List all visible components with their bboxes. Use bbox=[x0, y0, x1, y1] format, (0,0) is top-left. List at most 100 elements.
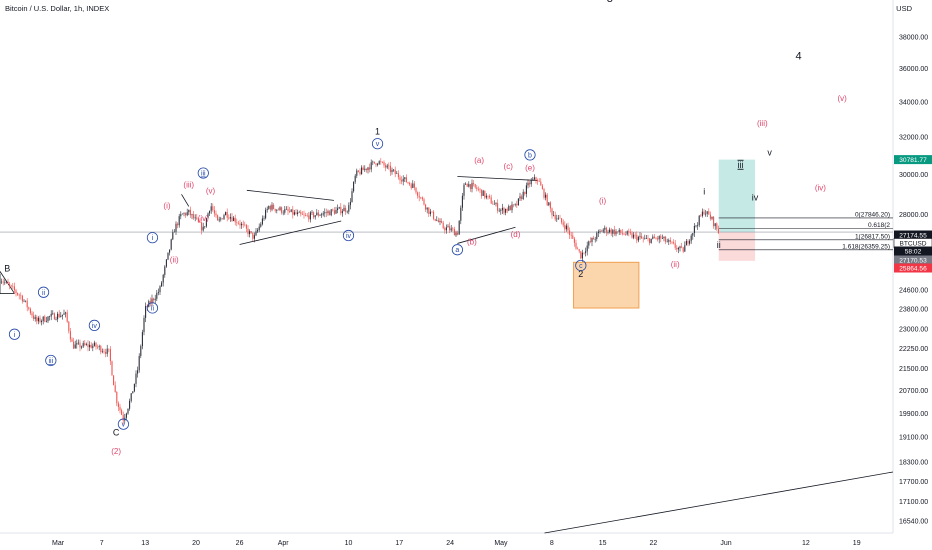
wave-label: ii bbox=[37, 286, 50, 298]
candle-body bbox=[693, 226, 695, 234]
candle-body bbox=[47, 316, 49, 322]
wave-label-text: i bbox=[703, 186, 705, 196]
wave-label: (b) bbox=[467, 238, 477, 247]
candle-body bbox=[474, 184, 476, 188]
candle-body bbox=[239, 223, 241, 226]
fib-level-label: 1(26817.50) bbox=[855, 233, 890, 240]
candle-body bbox=[322, 213, 324, 215]
candle-body bbox=[314, 215, 316, 218]
fib-level-label: 0(27846.20) bbox=[855, 211, 890, 218]
candle-body bbox=[257, 229, 259, 232]
candle-body bbox=[447, 226, 449, 228]
wave-label-text: ii bbox=[717, 240, 721, 250]
candle-body bbox=[517, 198, 519, 206]
candle-body bbox=[345, 207, 347, 212]
candle-body bbox=[705, 213, 707, 215]
price-axis-tag: BTCUSD bbox=[893, 238, 932, 248]
candle-body bbox=[717, 228, 719, 233]
candle-body bbox=[28, 307, 30, 309]
candle-body bbox=[469, 184, 471, 189]
candle-body bbox=[85, 344, 87, 345]
price-tick-label: 17100.00 bbox=[899, 499, 928, 506]
price-tag-text: 58:02 bbox=[905, 249, 922, 256]
candle-body bbox=[613, 229, 615, 235]
candle-body bbox=[63, 313, 65, 315]
candle-body bbox=[706, 211, 708, 214]
wave-label-circle bbox=[8, 328, 21, 340]
time-tick-label: 20 bbox=[192, 540, 200, 547]
candle-body bbox=[386, 165, 388, 168]
wave-label: 3 bbox=[607, 0, 613, 5]
candle-body bbox=[639, 236, 641, 238]
candle-body bbox=[663, 236, 665, 239]
candle-body bbox=[66, 312, 68, 322]
candle-body bbox=[578, 249, 580, 252]
price-tick-label: 36000.00 bbox=[899, 66, 928, 73]
candle-body bbox=[106, 348, 108, 354]
wave-label-circle bbox=[197, 167, 209, 179]
price-tick-label: 34000.00 bbox=[899, 99, 928, 106]
wave-label-text: ii bbox=[42, 290, 46, 297]
triangle-b-wave-upper bbox=[457, 176, 538, 181]
wave-label-text: (i) bbox=[599, 196, 606, 205]
candle-body bbox=[658, 236, 660, 240]
candle-body bbox=[290, 209, 292, 212]
wave-label-circle bbox=[146, 232, 159, 244]
candle-body bbox=[541, 185, 543, 189]
candle-body bbox=[119, 406, 121, 411]
candle-body bbox=[87, 344, 89, 348]
candle-body bbox=[554, 215, 556, 220]
wave-label: v bbox=[767, 147, 772, 157]
candle-body bbox=[513, 204, 515, 206]
candle-body bbox=[532, 179, 534, 181]
wave-label: (iii) bbox=[757, 119, 768, 128]
candle-body bbox=[564, 225, 566, 230]
candle-body bbox=[332, 209, 334, 211]
candle-body bbox=[1, 281, 3, 283]
candle-body bbox=[90, 344, 92, 348]
candle-body bbox=[233, 217, 235, 222]
candle-body bbox=[153, 298, 155, 301]
candle-body bbox=[509, 205, 511, 211]
candle-body bbox=[508, 205, 510, 211]
wave-label-text: B bbox=[4, 263, 10, 273]
wave-label: a bbox=[451, 244, 463, 256]
candle-body bbox=[300, 212, 302, 214]
candle-body bbox=[7, 281, 9, 284]
candle-body bbox=[493, 204, 495, 205]
candle-body bbox=[149, 301, 151, 304]
candle-body bbox=[637, 237, 639, 241]
candle-body bbox=[297, 212, 299, 214]
candle-body bbox=[511, 204, 513, 211]
candle-body bbox=[217, 215, 219, 221]
wave-label-circle bbox=[342, 229, 355, 242]
candle-body bbox=[537, 180, 539, 182]
triangle-b-wave-lower bbox=[457, 226, 516, 244]
candle-body bbox=[617, 231, 619, 233]
candle-body bbox=[599, 230, 601, 232]
wave-label: iv bbox=[752, 192, 759, 202]
wave-label-text: b bbox=[528, 152, 532, 159]
price-tag-bg bbox=[894, 246, 932, 256]
time-tick-label: 13 bbox=[141, 540, 149, 547]
candle-body bbox=[260, 224, 262, 227]
candle-body bbox=[437, 220, 439, 223]
candle-body bbox=[140, 346, 142, 357]
candle-body bbox=[652, 236, 654, 239]
wave-label-circle bbox=[575, 259, 587, 272]
candle-body bbox=[76, 343, 78, 345]
candle-body bbox=[388, 165, 390, 167]
candle-body bbox=[50, 313, 52, 317]
candle-body bbox=[365, 168, 367, 171]
candle-body bbox=[373, 161, 375, 164]
candle-body bbox=[429, 211, 431, 214]
candle-body bbox=[649, 238, 651, 244]
wave-label-text: iii bbox=[738, 160, 744, 170]
candle-body bbox=[657, 238, 659, 240]
candle-body bbox=[65, 312, 67, 314]
candle-body bbox=[37, 317, 39, 322]
candle-body bbox=[665, 236, 667, 242]
candle-body bbox=[218, 219, 220, 221]
